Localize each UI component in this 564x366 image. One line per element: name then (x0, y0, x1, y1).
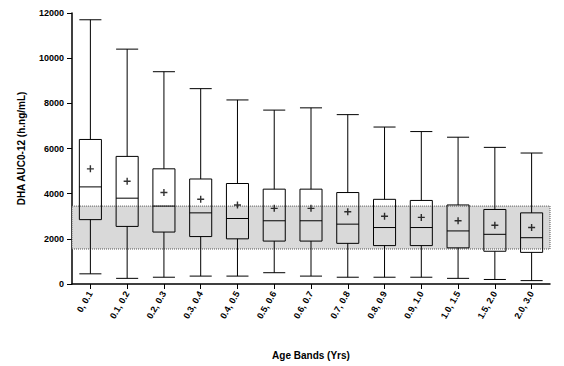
svg-text:6000: 6000 (44, 144, 64, 154)
svg-text:8000: 8000 (44, 98, 64, 108)
svg-text:1.5, 2.0: 1.5, 2.0 (476, 289, 500, 320)
svg-text:Age Bands (Yrs): Age Bands (Yrs) (272, 350, 350, 361)
svg-text:10000: 10000 (39, 53, 64, 63)
svg-text:0.8, 0.9: 0.8, 0.9 (365, 289, 389, 320)
svg-text:0.3, 0.4: 0.3, 0.4 (181, 289, 205, 320)
svg-text:1.0, 1.5: 1.0, 1.5 (439, 289, 463, 320)
svg-text:0.6, 0.7: 0.6, 0.7 (292, 289, 316, 320)
svg-text:2000: 2000 (44, 234, 64, 244)
svg-text:0.7, 0.8: 0.7, 0.8 (328, 289, 352, 320)
svg-text:0.2, 0.3: 0.2, 0.3 (145, 289, 169, 320)
svg-text:12000: 12000 (39, 8, 64, 18)
svg-text:0.4, 0.5: 0.4, 0.5 (218, 289, 242, 320)
svg-text:DHA AUC0-12 (h.ng/mL): DHA AUC0-12 (h.ng/mL) (16, 92, 27, 206)
svg-text:0.9, 1.0: 0.9, 1.0 (402, 289, 426, 320)
svg-text:0: 0 (59, 279, 64, 289)
svg-text:0, 0.1: 0, 0.1 (75, 289, 95, 313)
svg-text:4000: 4000 (44, 189, 64, 199)
svg-text:0.1, 0.2: 0.1, 0.2 (108, 289, 132, 320)
svg-text:2.0, 3.0: 2.0, 3.0 (512, 289, 536, 320)
svg-text:0.5, 0.6: 0.5, 0.6 (255, 289, 279, 320)
